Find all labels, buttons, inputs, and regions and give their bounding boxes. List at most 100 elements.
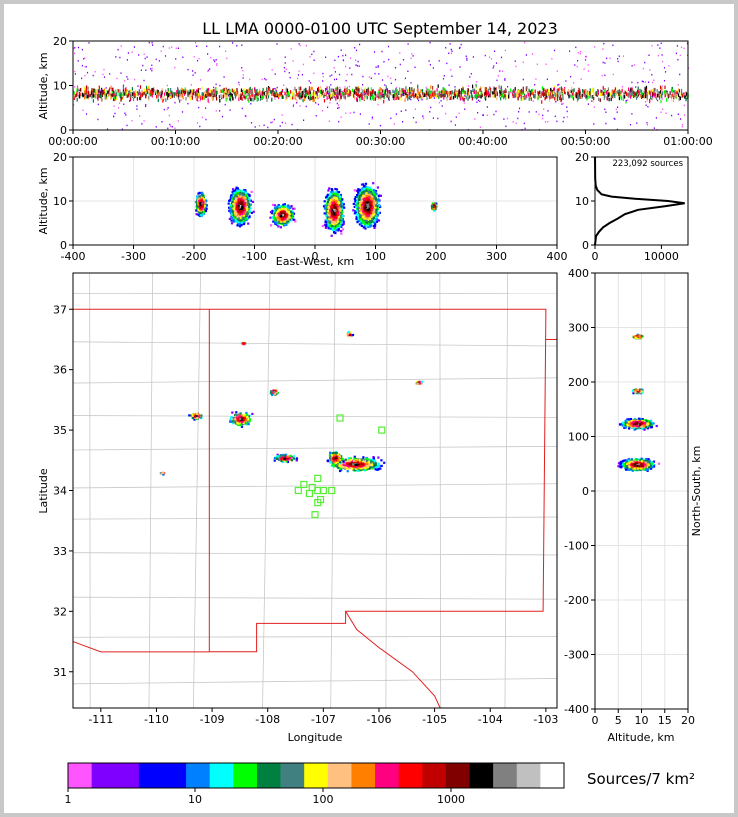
vhf-source [661, 85, 663, 87]
vhf-source [242, 200, 245, 203]
vhf-source [208, 101, 210, 104]
vhf-source [266, 91, 268, 96]
vhf-source [145, 89, 147, 94]
vhf-source [432, 67, 434, 69]
vhf-source [395, 91, 397, 95]
vhf-source [98, 92, 100, 94]
vhf-source [180, 89, 182, 93]
vhf-source [215, 91, 218, 95]
vhf-source [628, 90, 630, 94]
vhf-source [389, 90, 391, 92]
vhf-source [494, 50, 496, 52]
vhf-source [370, 91, 372, 95]
vhf-source [284, 56, 286, 58]
vhf-source [236, 197, 239, 200]
vhf-source [245, 219, 248, 222]
vhf-source [238, 81, 240, 84]
vhf-source [487, 91, 490, 96]
vhf-source [273, 91, 275, 95]
vhf-source [446, 93, 449, 98]
vhf-source [170, 88, 172, 92]
vhf-source [349, 92, 351, 96]
vhf-source [548, 89, 550, 93]
vhf-source [589, 91, 591, 95]
vhf-source [195, 209, 198, 212]
vhf-source [529, 90, 531, 94]
vhf-source [356, 87, 358, 91]
vhf-source [152, 91, 154, 95]
vhf-source [317, 87, 319, 92]
vhf-source [440, 90, 443, 94]
vhf-source [334, 59, 336, 62]
vhf-source [599, 98, 601, 102]
vhf-source [334, 91, 336, 96]
vhf-source [200, 214, 203, 217]
vhf-source [543, 108, 545, 110]
vhf-source [177, 47, 179, 49]
vhf-source [85, 113, 88, 115]
vhf-source [658, 91, 660, 95]
vhf-source [181, 93, 183, 97]
vhf-source [330, 88, 332, 93]
vhf-source [192, 74, 194, 76]
vhf-source [318, 94, 320, 99]
vhf-source [525, 96, 527, 100]
vhf-source [560, 98, 562, 103]
vhf-source [469, 76, 471, 78]
vhf-source [125, 114, 127, 116]
vhf-source [78, 91, 80, 96]
vhf-source [676, 45, 678, 47]
vhf-source [509, 88, 512, 92]
vhf-source [227, 202, 230, 205]
vhf-source [219, 99, 221, 103]
vhf-source [76, 88, 78, 92]
vhf-source [347, 92, 349, 97]
vhf-source [444, 93, 446, 98]
vhf-source [436, 88, 438, 92]
east-west-sources [194, 182, 438, 237]
vhf-source [617, 106, 619, 108]
vhf-source [304, 94, 306, 98]
vhf-source [166, 84, 168, 87]
vhf-source [337, 86, 339, 91]
vhf-source [345, 65, 347, 68]
vhf-source [589, 88, 591, 92]
vhf-source [562, 96, 564, 100]
vhf-source [351, 92, 353, 97]
vhf-source [365, 90, 367, 95]
vhf-source [246, 217, 249, 220]
vhf-source [200, 79, 202, 81]
vhf-source [505, 94, 507, 99]
vhf-source [99, 92, 101, 97]
vhf-source [631, 81, 633, 84]
vhf-source [167, 107, 169, 109]
vhf-source [295, 90, 298, 95]
vhf-source [359, 43, 361, 46]
vhf-source [258, 90, 260, 95]
vhf-source [199, 88, 201, 90]
vhf-source [246, 212, 249, 215]
vhf-source [241, 96, 243, 100]
vhf-source [73, 91, 75, 95]
vhf-source [440, 100, 442, 102]
vhf-source [201, 204, 204, 207]
vhf-source [517, 96, 519, 101]
vhf-source [573, 88, 575, 92]
vhf-source [131, 119, 133, 122]
vhf-source [553, 49, 556, 52]
vhf-source [117, 107, 120, 109]
vhf-source [603, 96, 605, 100]
vhf-source [84, 66, 86, 68]
vhf-source [433, 97, 435, 99]
vhf-source [561, 103, 563, 105]
vhf-source [199, 95, 201, 99]
vhf-source [404, 98, 406, 102]
vhf-source [341, 91, 343, 96]
vhf-source [617, 93, 619, 97]
vhf-source [567, 91, 569, 96]
vhf-source [295, 89, 297, 93]
vhf-source [483, 92, 486, 96]
vhf-source [337, 95, 339, 100]
vhf-source [233, 90, 235, 94]
vhf-source [522, 90, 524, 94]
